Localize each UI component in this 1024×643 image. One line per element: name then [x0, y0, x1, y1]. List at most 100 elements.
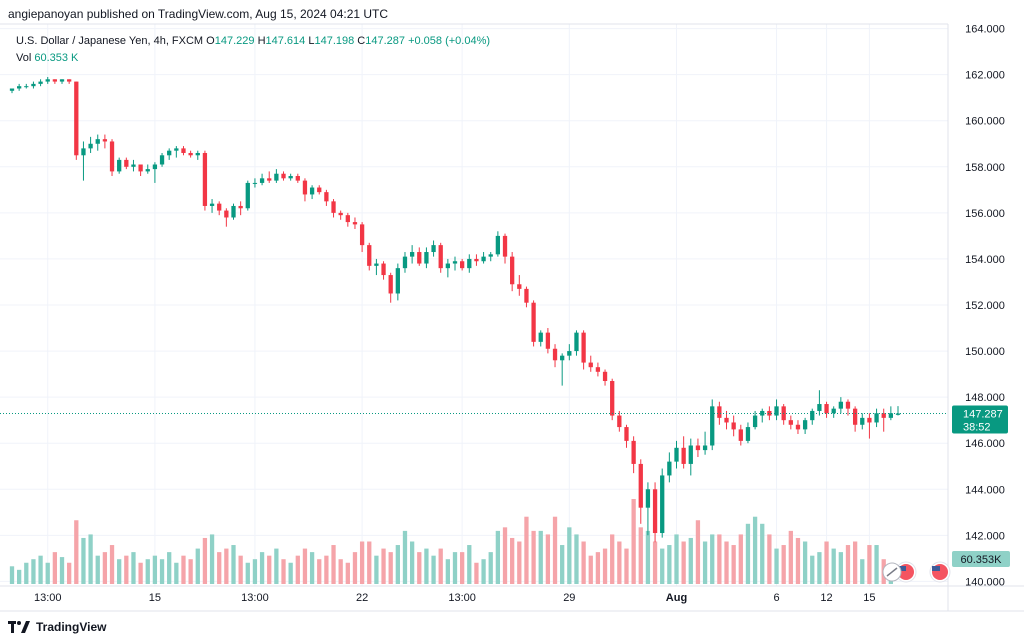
- candle: [710, 399, 715, 451]
- candle: [745, 422, 751, 444]
- volume-bar: [552, 516, 558, 584]
- symbol-title: U.S. Dollar / Japanese Yen, 4h, FXCM: [16, 35, 204, 47]
- candle: [259, 173, 265, 186]
- candle-body: [195, 152, 200, 156]
- candle: [688, 438, 693, 476]
- volume-bar: [581, 541, 586, 584]
- volume-bar: [695, 520, 701, 584]
- volume-bar: [531, 530, 536, 584]
- volume-bar: [388, 552, 393, 584]
- volume-bar: [510, 537, 515, 584]
- last-price-bg: [952, 405, 1008, 434]
- candle: [738, 424, 743, 446]
- volume-bar: [452, 552, 458, 584]
- candle: [95, 134, 100, 151]
- candle: [195, 150, 200, 160]
- candle-body: [474, 258, 479, 262]
- candle-body: [510, 256, 515, 285]
- volume-bar: [45, 562, 50, 584]
- price-tick-label: 164.000: [965, 24, 1005, 36]
- volume-bar: [445, 559, 450, 584]
- candle: [317, 185, 322, 195]
- volume-bar: [810, 555, 815, 584]
- volume-label: Vol: [16, 52, 32, 64]
- candle: [238, 201, 243, 216]
- candle: [867, 413, 872, 439]
- volume-row: Vol 60.353 K: [16, 50, 490, 67]
- candle-body: [881, 413, 886, 418]
- volume-value: 60.353 K: [34, 52, 79, 64]
- candle: [295, 173, 300, 183]
- candle-body: [738, 429, 743, 441]
- volume-bar: [117, 559, 122, 584]
- candle-body: [309, 187, 315, 195]
- candle: [774, 399, 779, 421]
- volume-bar: [59, 557, 65, 584]
- volume-bar: [381, 548, 386, 584]
- candle-body: [524, 288, 529, 303]
- candle-body: [217, 203, 222, 211]
- time-tick-label: 12: [820, 592, 832, 604]
- candle: [560, 353, 565, 386]
- candle: [538, 330, 543, 347]
- candle-body: [88, 143, 93, 149]
- volume-bar: [302, 548, 308, 584]
- candle-body: [595, 367, 601, 372]
- candle-body: [617, 415, 622, 428]
- candle: [38, 79, 43, 87]
- price-tick-label: 158.000: [965, 162, 1005, 174]
- candle: [388, 272, 393, 303]
- volume-bar: [860, 559, 865, 584]
- candle-body: [531, 302, 536, 342]
- volume-bar: [588, 555, 593, 584]
- candle-body: [109, 141, 115, 172]
- candle-body: [460, 261, 465, 269]
- volume-bar: [524, 516, 529, 584]
- candle-body: [667, 461, 672, 476]
- volume-bar: [152, 555, 158, 584]
- candle-body: [124, 159, 129, 167]
- candle-body: [695, 445, 701, 451]
- candle-body: [438, 245, 443, 269]
- volume-bar: [202, 537, 208, 584]
- candle: [338, 210, 343, 220]
- volume-bar: [131, 552, 136, 584]
- candle: [617, 410, 622, 432]
- candle: [431, 240, 436, 257]
- volume-bar: [195, 548, 200, 584]
- tradingview-logo-icon: [8, 621, 30, 633]
- volume-bar: [660, 548, 665, 584]
- candle: [517, 275, 522, 296]
- time-tick-label: 29: [563, 592, 575, 604]
- candle-body: [724, 417, 729, 423]
- volume-bar: [31, 559, 36, 584]
- volume-bar: [224, 548, 229, 584]
- volume-bar: [402, 530, 408, 584]
- candle: [652, 482, 658, 543]
- candle-body: [245, 182, 250, 209]
- candle-body: [874, 413, 879, 423]
- candle: [731, 415, 736, 437]
- volume-bar: [309, 552, 315, 584]
- volume-bar: [324, 555, 329, 584]
- candle: [502, 233, 508, 264]
- candle-body: [17, 86, 22, 89]
- candle: [188, 150, 193, 158]
- volume-bar: [409, 541, 415, 584]
- candle-body: [102, 139, 108, 142]
- candle: [595, 362, 601, 377]
- volume-bar: [88, 534, 93, 584]
- candle-body: [810, 410, 815, 421]
- footer[interactable]: TradingView: [8, 620, 106, 634]
- volume-bar: [845, 545, 851, 584]
- volume-bar: [781, 545, 786, 584]
- candle: [367, 242, 372, 271]
- candle-body: [852, 408, 858, 425]
- low-label: L: [308, 35, 315, 47]
- candle: [145, 164, 150, 174]
- time-tick-label: 22: [356, 592, 368, 604]
- candle-body: [302, 180, 308, 195]
- candle: [181, 146, 186, 156]
